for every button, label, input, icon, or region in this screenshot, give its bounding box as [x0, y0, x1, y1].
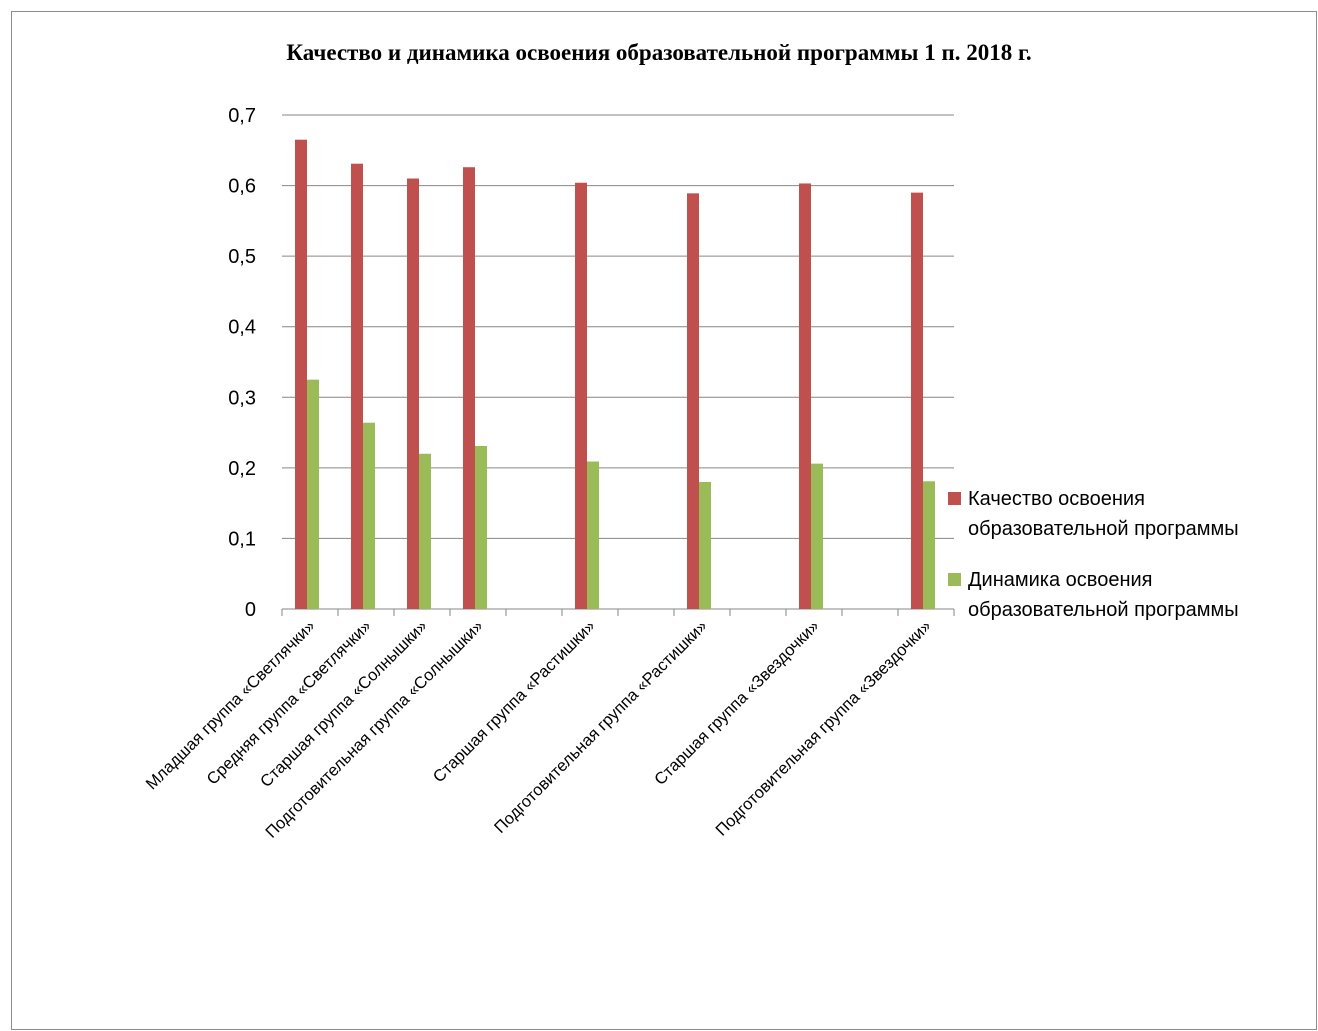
- y-tick-label: 0,2: [228, 458, 256, 480]
- bar-quality: [687, 193, 699, 609]
- bar-dynamics: [923, 481, 935, 609]
- y-tick-label: 0,6: [228, 176, 256, 198]
- y-tick-label: 0,7: [228, 105, 256, 127]
- bar-dynamics: [307, 379, 319, 609]
- legend-label-dynamics: Динамика освоения образовательной програ…: [968, 569, 1239, 621]
- legend-label-quality: Качество освоения образовательной програ…: [968, 488, 1239, 540]
- legend-swatch-quality: [948, 492, 961, 505]
- y-tick-label: 0,5: [228, 246, 256, 268]
- bar-quality: [575, 182, 587, 609]
- bar-dynamics: [811, 463, 823, 609]
- bar-dynamics: [587, 461, 599, 609]
- y-tick-label: 0,1: [228, 528, 256, 550]
- bar-dynamics: [363, 422, 375, 609]
- chart-title: Качество и динамика освоения образовател…: [286, 40, 1032, 65]
- y-tick-label: 0,3: [228, 387, 256, 409]
- legend-item-quality: Качество освоения образовательной програ…: [946, 484, 1306, 544]
- y-tick-label: 0,4: [228, 317, 256, 339]
- bar-quality: [799, 183, 811, 609]
- x-tick-label: Подготовительная группа «Звездочки»: [712, 617, 934, 839]
- legend-swatch-dynamics: [948, 573, 961, 586]
- bar-quality: [351, 163, 363, 610]
- bar-quality: [295, 139, 307, 609]
- x-tick-label: Подготовительная группа «Растишки»: [491, 617, 711, 837]
- legend-item-dynamics: Динамика освоения образовательной програ…: [946, 565, 1306, 625]
- bar-quality: [463, 167, 475, 610]
- bar-dynamics: [419, 453, 431, 609]
- bar-quality: [407, 178, 419, 609]
- chart-frame: [11, 11, 1317, 1030]
- legend: Качество освоения образовательной програ…: [946, 484, 1306, 646]
- y-tick-label: 0: [245, 599, 256, 621]
- bar-quality: [911, 192, 923, 609]
- bar-dynamics: [475, 445, 487, 609]
- bar-dynamics: [699, 481, 711, 609]
